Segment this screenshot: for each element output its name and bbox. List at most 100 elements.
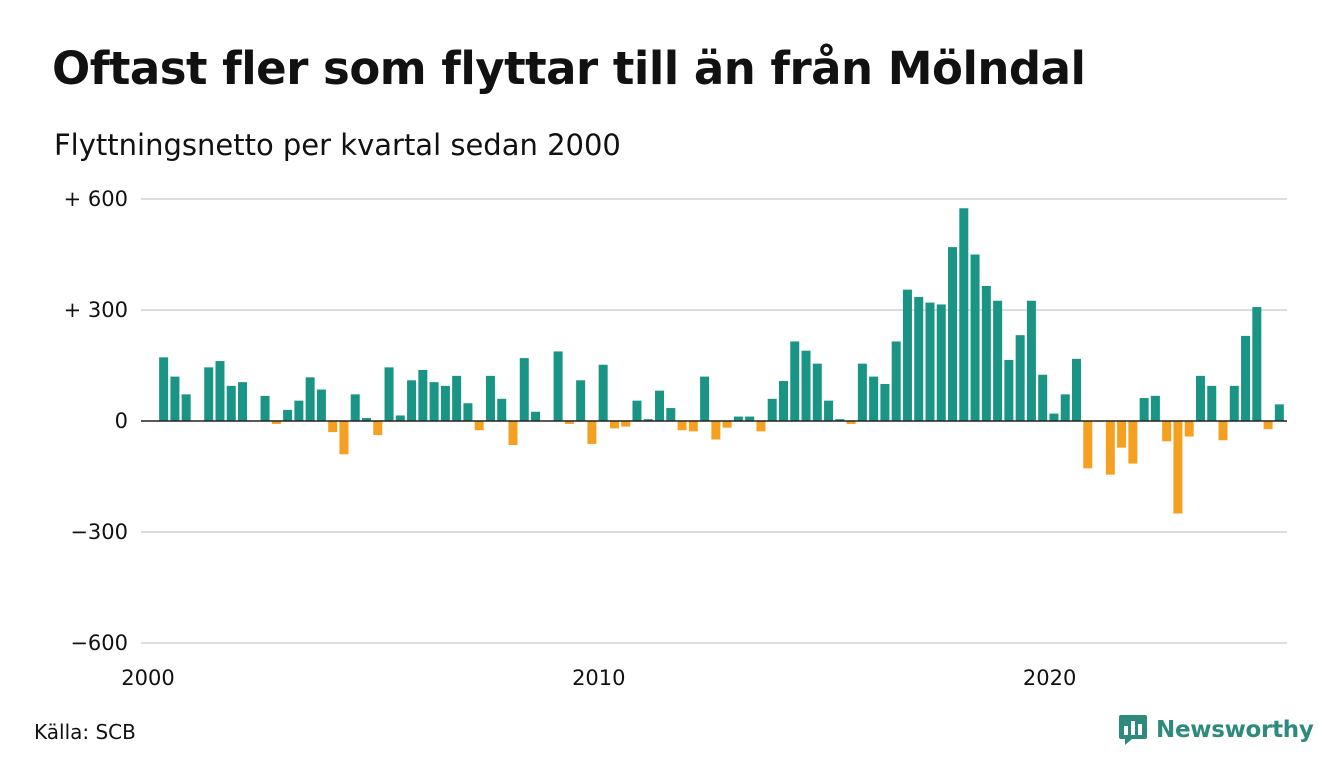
bar xyxy=(339,421,349,455)
y-tick-label: −300 xyxy=(70,520,128,544)
bar xyxy=(553,351,563,421)
chart-title: Oftast fler som flyttar till än från Möl… xyxy=(52,42,1086,95)
bar xyxy=(711,421,721,440)
bar xyxy=(1072,358,1081,421)
bar xyxy=(756,421,766,432)
bar xyxy=(767,398,777,421)
bar xyxy=(373,421,383,436)
bar xyxy=(463,403,473,421)
y-tick-label: −600 xyxy=(70,631,128,655)
bar xyxy=(598,364,608,421)
bar xyxy=(801,350,811,421)
bar xyxy=(283,409,293,421)
bar xyxy=(452,375,462,421)
bar xyxy=(215,361,225,421)
bar xyxy=(294,400,304,421)
y-tick-label: + 600 xyxy=(64,187,128,211)
bar xyxy=(1184,421,1194,437)
bar xyxy=(1139,398,1149,421)
bar xyxy=(1038,374,1048,421)
chart-subtitle: Flyttningsnetto per kvartal sedan 2000 xyxy=(54,128,621,162)
bar xyxy=(1004,359,1014,421)
bar xyxy=(497,398,507,421)
bar xyxy=(790,341,800,421)
bar xyxy=(778,381,788,421)
bar xyxy=(869,376,879,421)
x-axis-labels: 2000 2010 2020 xyxy=(121,666,1076,690)
bar xyxy=(170,376,180,421)
bar xyxy=(1263,421,1273,430)
bar xyxy=(846,421,856,424)
bar xyxy=(609,421,619,429)
bar xyxy=(632,400,642,421)
bar xyxy=(970,254,980,421)
bar xyxy=(181,394,191,421)
bar xyxy=(1117,421,1127,448)
bar xyxy=(1195,375,1205,421)
bar xyxy=(925,302,935,421)
bar xyxy=(440,385,450,421)
bar xyxy=(655,390,665,421)
bar xyxy=(745,416,755,421)
bar xyxy=(350,394,360,421)
bar xyxy=(1060,394,1070,421)
bar xyxy=(1015,335,1025,421)
bar xyxy=(1241,335,1251,421)
bar xyxy=(1083,421,1093,469)
bar xyxy=(508,421,518,446)
bar xyxy=(226,385,236,421)
bar xyxy=(407,380,417,421)
bar xyxy=(1207,385,1217,421)
bar xyxy=(959,208,969,421)
bar xyxy=(733,416,743,421)
gridlines xyxy=(141,198,1287,644)
x-tick-label: 2020 xyxy=(1023,666,1076,690)
bar xyxy=(159,357,169,421)
bar xyxy=(587,421,597,444)
bar xyxy=(395,415,405,421)
bar xyxy=(485,375,495,421)
bar xyxy=(993,300,1003,421)
bar xyxy=(1173,421,1183,514)
bar xyxy=(666,408,676,421)
bar xyxy=(643,419,653,421)
bar xyxy=(519,358,529,421)
bar xyxy=(891,341,901,421)
bar xyxy=(1026,300,1036,421)
bar xyxy=(1274,404,1284,421)
newsworthy-logo-icon xyxy=(1119,715,1147,745)
bar xyxy=(948,247,958,421)
brand-name: Newsworthy xyxy=(1156,717,1314,743)
bar xyxy=(204,367,214,421)
bar xyxy=(305,377,315,421)
bar xyxy=(1218,421,1228,441)
x-tick-label: 2010 xyxy=(572,666,625,690)
bar xyxy=(362,418,371,421)
x-tick-label: 2000 xyxy=(121,666,174,690)
bar xyxy=(1150,395,1160,421)
bar xyxy=(576,380,586,421)
bar xyxy=(418,369,428,421)
bar xyxy=(260,395,270,421)
bar xyxy=(835,419,845,421)
bar xyxy=(429,382,439,421)
bar xyxy=(1252,307,1262,421)
bar xyxy=(824,400,834,421)
bar xyxy=(1229,385,1239,421)
bar xyxy=(936,304,946,421)
bar xyxy=(1105,421,1115,475)
y-tick-label: + 300 xyxy=(64,298,128,322)
bar xyxy=(981,285,991,421)
bar xyxy=(677,421,687,431)
bar xyxy=(328,421,338,433)
bar xyxy=(914,297,924,421)
bar xyxy=(880,384,890,421)
bar xyxy=(812,363,822,421)
bar xyxy=(1128,421,1138,464)
bar xyxy=(621,421,631,427)
bar xyxy=(271,421,281,424)
bar xyxy=(531,411,541,421)
bar xyxy=(1162,421,1172,442)
brand-logo: Newsworthy xyxy=(1118,714,1314,746)
bar xyxy=(722,421,732,428)
